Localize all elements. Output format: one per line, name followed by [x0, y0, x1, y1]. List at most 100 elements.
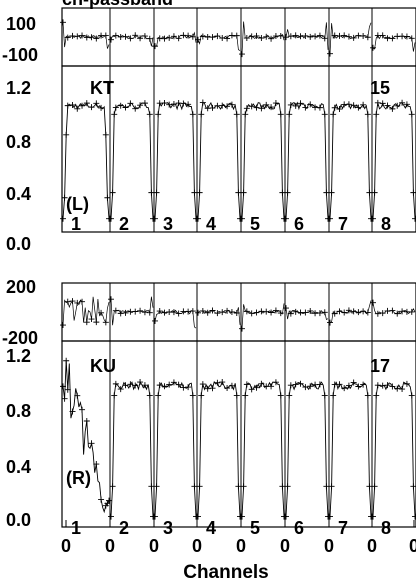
phase-point-KT-3-6 — [161, 35, 168, 42]
amp-point-KT-7-6 — [336, 106, 343, 113]
amp-point-KT-2-2 — [111, 111, 118, 118]
phase-point-KT-7-15 — [350, 34, 357, 41]
amp-point-KU-2-12 — [127, 381, 134, 388]
phase-line-KT-seg8 — [372, 34, 416, 52]
segment-label-KU-2: 2 — [119, 518, 129, 538]
phase-point-KU-1-24 — [98, 309, 105, 316]
segment-label-KT-6: 6 — [294, 214, 304, 234]
amp-point-KU-2-3 — [112, 380, 119, 387]
segment-label-KT-5: 5 — [250, 214, 260, 234]
amp-point-KU-3-21 — [185, 384, 192, 391]
amp-point-KT-4-25 — [235, 189, 242, 196]
phase-point-KU-2-3 — [112, 307, 119, 314]
phase-point-KT-7-21 — [360, 32, 367, 39]
x-tick-label-6: 0 — [280, 536, 290, 556]
phase-point-KU-5-15 — [263, 308, 270, 315]
amp-point-KT-1-15 — [83, 100, 90, 107]
amp-point-KT-3-1 — [153, 189, 160, 196]
amp-point-KT-4-15 — [219, 102, 226, 109]
amp-point-KT-1-1 — [61, 194, 68, 201]
phase-point-KU-1-9 — [74, 299, 81, 306]
amp-markers-KT-seg3 — [152, 100, 199, 222]
amp-point-KU-6-0 — [283, 513, 289, 520]
amp-point-KU-7-25 — [366, 483, 373, 490]
phase-line-KU-seg8 — [372, 302, 416, 315]
amp-point-KU-7-6 — [336, 381, 343, 388]
phase-point-KT-7-24 — [364, 34, 371, 41]
phase-point-KT-8-12 — [389, 35, 396, 42]
phase-point-KT-6-15 — [307, 33, 314, 40]
segment-label-KT-8: 8 — [381, 214, 391, 234]
phase-point-KT-3-9 — [166, 34, 173, 41]
amp-point-KT-6-3 — [287, 101, 294, 108]
amp-markers-KU-seg4 — [195, 379, 243, 520]
amp-point-KT-1-2 — [63, 131, 70, 138]
ku-antenna-label: KU — [90, 356, 116, 376]
amp-point-KT-6-25 — [323, 189, 330, 196]
phase-point-KT-3-24 — [189, 33, 196, 40]
amp-point-KT-5-12 — [258, 105, 265, 112]
phase-point-KU-8-12 — [389, 307, 396, 314]
phase-markers-KU-seg7 — [327, 307, 371, 326]
amp-point-KU-6-25 — [323, 483, 330, 490]
amp-point-KU-1-2 — [63, 357, 70, 364]
amp-point-KT-2-18 — [137, 102, 144, 109]
amp-point-KU-6-12 — [302, 384, 309, 391]
amp-point-KT-5-21 — [272, 100, 279, 107]
phase-markers-KU-seg4 — [195, 307, 240, 317]
phase-point-KU-7-3 — [331, 310, 338, 317]
x-axis-ticks: 0 0 0 0 0 0 0 0 0 — [61, 520, 416, 556]
amp-point-KT-5-18 — [268, 104, 275, 111]
amp-point-KU-5-12 — [258, 380, 265, 387]
amp-point-KT-2-12 — [127, 100, 134, 107]
x-tick-label-4: 0 — [192, 536, 202, 556]
phase-point-KT-4-3 — [199, 33, 206, 40]
phase-point-KT-3-12 — [170, 33, 177, 40]
amp-point-KT-2-9 — [122, 104, 129, 111]
amp-markers-KU-seg5 — [239, 379, 287, 520]
phase-line-KU-seg4 — [197, 307, 241, 325]
amp-point-KT-1-6 — [69, 101, 76, 108]
phase-point-KT-1-0 — [60, 19, 66, 26]
amp-point-KU-2-0 — [108, 513, 114, 520]
amp-point-KU-2-18 — [137, 379, 144, 386]
phase-point-KU-2-24 — [146, 309, 153, 316]
phase-point-KU-8-0 — [370, 299, 376, 306]
amp-point-KU-1-18 — [88, 440, 95, 447]
amp-point-KT-1-21 — [93, 100, 100, 107]
phase-point-KU-1-3 — [64, 298, 71, 305]
phase-point-KU-4-6 — [204, 309, 211, 316]
phase-markers-KU-seg1 — [60, 298, 109, 329]
amp-point-KU-4-21 — [228, 382, 235, 389]
phase-point-KU-5-0 — [239, 325, 245, 332]
amp-point-KU-5-21 — [272, 379, 279, 386]
amp-point-KU-8-6 — [379, 382, 386, 389]
segment-label-KT-4: 4 — [206, 214, 216, 234]
phase-point-KU-3-6 — [161, 309, 168, 316]
phase-point-KU-1-18 — [88, 316, 95, 323]
x-axis-title: Channels — [183, 562, 269, 583]
amp-point-KU-5-25 — [279, 483, 286, 490]
amp-point-KU-4-1 — [196, 483, 203, 490]
amp-point-KT-6-6 — [292, 102, 299, 109]
amp-point-KU-6-9 — [297, 380, 304, 387]
phase-point-KU-4-18 — [224, 307, 231, 314]
phase-point-KU-6-15 — [307, 307, 314, 314]
amp-point-KU-3-12 — [170, 379, 177, 386]
phase-point-KU-3-0 — [152, 317, 158, 324]
phase-point-KT-6-0 — [283, 34, 289, 41]
phase-point-KU-8-18 — [399, 308, 406, 315]
phase-markers-KT-seg4 — [195, 32, 240, 43]
phase-point-KU-3-15 — [175, 310, 182, 317]
phase-point-KU-3-24 — [189, 308, 196, 315]
phase-point-KU-1-27 — [102, 319, 109, 326]
amp-point-KT-5-9 — [253, 104, 260, 111]
amp-point-KT-8-25 — [410, 189, 416, 196]
phase-point-KT-5-15 — [263, 33, 270, 40]
amp-point-KU-2-24 — [146, 392, 153, 399]
header-fragment: ch-passband — [62, 0, 173, 9]
amp-point-KU-7-9 — [341, 385, 348, 392]
amp-line-KU-seg1 — [62, 360, 110, 514]
kt-antenna-label: KT — [90, 78, 114, 98]
